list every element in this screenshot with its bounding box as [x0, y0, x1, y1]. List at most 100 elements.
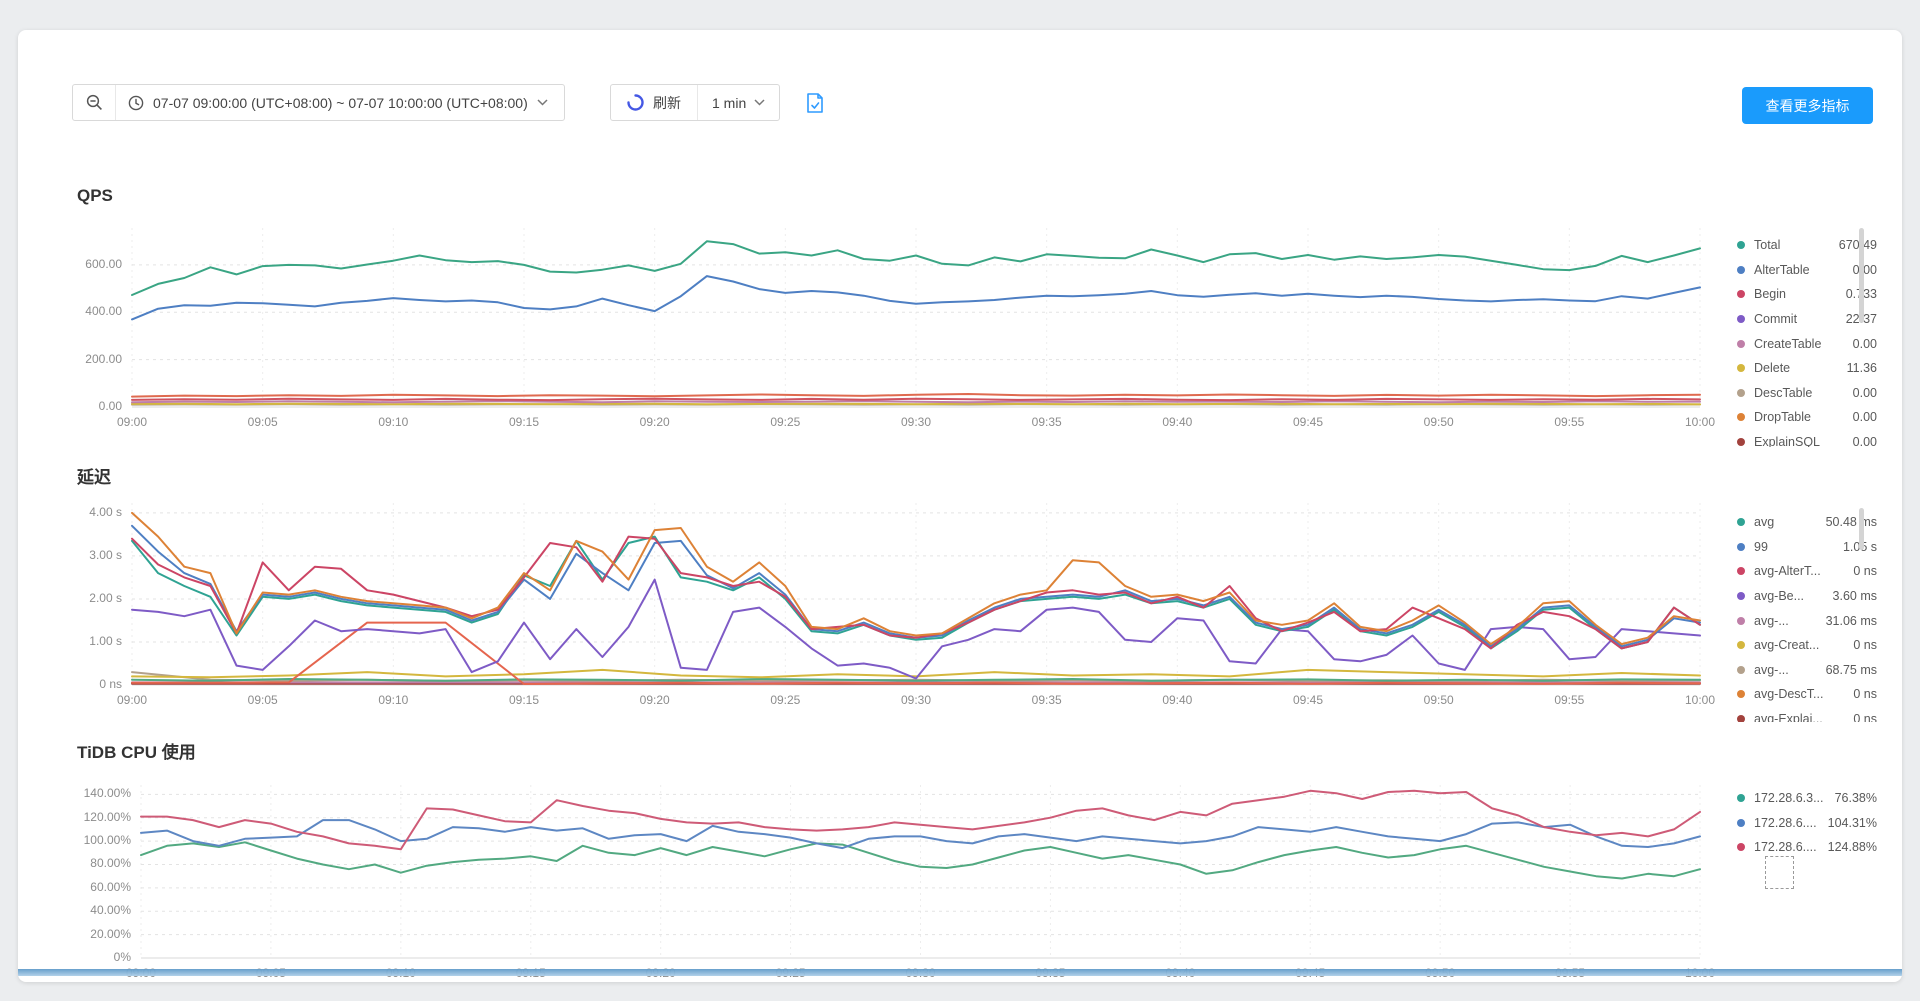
legend-item[interactable]: ExplainSQL 0.00: [1737, 430, 1877, 447]
chart-title-qps: QPS: [77, 186, 113, 205]
legend-item[interactable]: Commit22.37: [1737, 307, 1877, 332]
x-axis-label: 09:40: [1162, 693, 1193, 707]
export-report-icon: [807, 93, 823, 113]
qps-chart: 09:00 09:05 09:10 09:15 09:20 09:25 09:30 09:35…: [18, 30, 1902, 982]
series-line-crimson-line: [131, 535, 1701, 650]
series-line-172.28.6.3...: [140, 841, 1701, 880]
legend-label: AlterTable: [1754, 262, 1810, 277]
x-axis-label: 09:25: [770, 415, 801, 429]
tidb-cpu-chart: 09:00 09:05 09:10 09:15 09:20 09:25 09:30 09:35…: [18, 30, 1902, 982]
series-line-pink-low: [131, 400, 1701, 404]
legend-item[interactable]: Delete 11.36: [1737, 356, 1877, 381]
zoom-out-button[interactable]: [73, 85, 115, 120]
series-line-salmon-spike: [131, 621, 1701, 685]
legend-label: Begin: [1754, 287, 1786, 302]
legend-item[interactable]: DropTable 0.00: [1737, 405, 1877, 430]
legend-item[interactable]: Total 670.49: [1737, 233, 1877, 258]
legend-item[interactable]: avg-... 31.06 ms: [1737, 608, 1877, 633]
x-axis-label: 09:00: [116, 415, 148, 429]
legend-label: avg-Explai...: [1754, 712, 1823, 722]
x-axis-label: 09:45: [1292, 415, 1324, 429]
series-line-yellow-low: [131, 668, 1701, 679]
x-axis-label: 09:50: [1423, 415, 1454, 429]
legend-label: avg-DescT...: [1754, 687, 1824, 702]
legend-color-dot: [1737, 616, 1745, 625]
export-report-button[interactable]: [804, 92, 828, 116]
legend-item[interactable]: AlterTable 0.00: [1737, 258, 1877, 283]
legend-item[interactable]: avg-... 68.75 ms: [1737, 658, 1877, 683]
legend-label: avg-...: [1754, 662, 1789, 677]
chart-title-latency: 延迟: [77, 468, 111, 487]
legend-item[interactable]: avg-Creat... 0 ns: [1737, 633, 1877, 658]
legend-color-dot: [1737, 690, 1745, 699]
refresh-interval-value: 1 min: [712, 94, 747, 111]
legend-item[interactable]: Begin0.733: [1737, 282, 1877, 307]
y-axis-label: 140.00%: [83, 786, 131, 801]
legend-item[interactable]: 172.28.6.... 104.31%: [1737, 811, 1877, 836]
legend-value: 104.31%: [1827, 815, 1877, 830]
legend-value: 31.06 ms: [1825, 613, 1877, 628]
legend-label: Commit: [1754, 312, 1798, 327]
x-axis-label: 09:05: [247, 693, 278, 707]
legend-value: 76.38%: [1834, 791, 1877, 806]
chart-canvas: [131, 503, 1701, 686]
refresh-button[interactable]: 刷新: [611, 93, 697, 113]
legend-color-dot: [1737, 364, 1745, 373]
y-axis-label: 100.00%: [83, 833, 131, 848]
x-axis-label: 09:30: [900, 693, 932, 707]
time-range-control: 07-07 09:00:00 (UTC+08:00) ~ 07-07 10:00…: [72, 84, 565, 121]
x-axis-label: 09:45: [1292, 693, 1324, 707]
qps-legend: Total670.49AlterTable0.00Begin0.733Commi…: [1737, 233, 1877, 447]
x-axis-label: 09:10: [378, 693, 409, 707]
x-axis-label: 09:50: [1423, 693, 1454, 707]
legend-label: avg-Be...: [1754, 589, 1805, 604]
y-axis-label: 3.00 s: [89, 547, 122, 562]
x-axis-label: 09:40: [1162, 415, 1193, 429]
legend-label: 172.28.6....: [1754, 840, 1817, 855]
chart-canvas: [140, 785, 1701, 959]
legend-item[interactable]: avg-AlterT... 0 ns: [1737, 559, 1877, 584]
y-axis-label: 0%: [113, 950, 131, 964]
legend-value: 68.75 ms: [1825, 662, 1877, 677]
legend-item[interactable]: DescTable 0.00: [1737, 381, 1877, 406]
view-more-metrics-button[interactable]: 查看更多指标: [1742, 87, 1873, 124]
x-axis-label: 10:00: [1684, 415, 1716, 429]
legend-item[interactable]: avg-Be... 3.60 ms: [1737, 584, 1877, 609]
legend-item[interactable]: avg-Explai... 0 ns: [1737, 707, 1877, 722]
legend-value: 124.88%: [1827, 840, 1877, 855]
y-axis-label: 60.00%: [90, 879, 131, 894]
x-axis-label: 09:30: [900, 415, 932, 429]
y-axis-label: 80.00%: [90, 856, 131, 871]
legend-color-dot: [1737, 794, 1745, 803]
legend-label: ExplainSQL: [1754, 435, 1821, 447]
legend-label: Delete: [1754, 361, 1791, 376]
latency-legend-scrollbar[interactable]: [1859, 508, 1864, 550]
legend-item[interactable]: CreateTable 0.00: [1737, 331, 1877, 356]
x-axis-label: 09:15: [508, 693, 540, 707]
refresh-interval-select[interactable]: 1 min: [698, 95, 779, 111]
legend-value: 0.00: [1852, 262, 1877, 277]
legend-value: 670.49: [1838, 238, 1877, 253]
legend-color-dot: [1737, 843, 1745, 852]
legend-item[interactable]: 99 1.05 s: [1737, 535, 1877, 560]
legend-label: DropTable: [1754, 410, 1811, 425]
x-axis-label: 09:35: [1031, 415, 1062, 429]
qps-legend-scrollbar[interactable]: [1859, 228, 1864, 323]
bottom-scroll-strip[interactable]: [18, 969, 1902, 976]
legend-item[interactable]: avg 50.48 ms: [1737, 510, 1877, 535]
legend-label: avg-AlterT...: [1754, 564, 1821, 579]
x-axis-label: 09:35: [1031, 693, 1062, 707]
legend-item[interactable]: avg-DescT... 0 ns: [1737, 682, 1877, 707]
legend-value: 0 ns: [1853, 564, 1877, 579]
legend-color-dot: [1737, 518, 1745, 527]
divider: [697, 85, 698, 120]
series-line-172.28.6....: [140, 789, 1701, 851]
legend-color-dot: [1737, 290, 1745, 299]
series-line-red-low: [131, 397, 1701, 402]
time-range-selector[interactable]: 07-07 09:00:00 (UTC+08:00) ~ 07-07 10:00…: [116, 95, 564, 111]
series-line-orange-line: [131, 511, 1701, 646]
divider: [115, 85, 116, 120]
legend-item[interactable]: 172.28.6.... 124.88%: [1737, 835, 1877, 860]
legend-color-dot: [1737, 315, 1745, 324]
legend-item[interactable]: 172.28.6.3... 76.38%: [1737, 786, 1877, 811]
